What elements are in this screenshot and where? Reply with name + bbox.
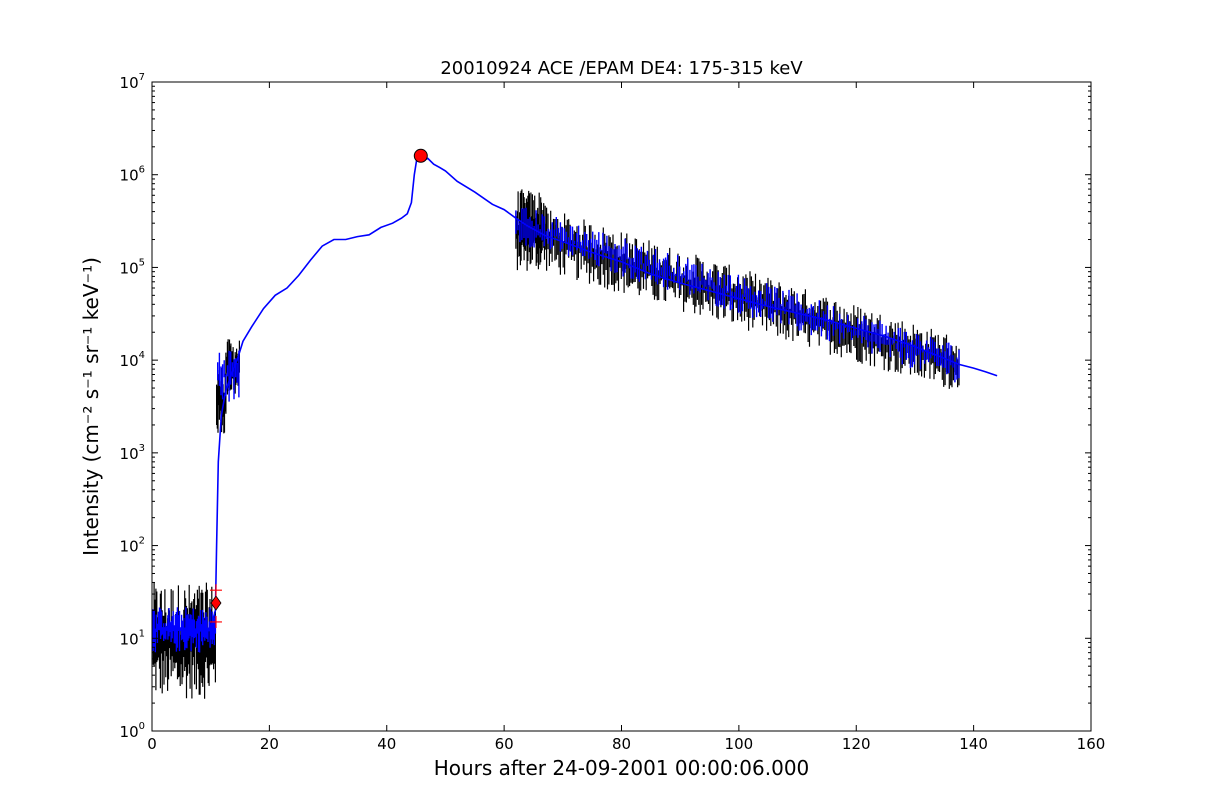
y-tick-label: 107: [120, 72, 145, 92]
onset-marker: [210, 595, 222, 611]
y-tick-base: 10: [120, 538, 139, 556]
x-axis-title: Hours after 24-09-2001 00:00:06.000: [434, 756, 810, 780]
y-tick-exponent: 3: [139, 443, 145, 454]
y-tick-exponent: 2: [139, 536, 145, 547]
chart-title: 20010924 ACE /EPAM DE4: 175-315 keV: [440, 58, 803, 79]
x-tick-label: 80: [612, 735, 631, 753]
y-tick-base: 10: [120, 630, 139, 648]
y-tick-exponent: 7: [139, 72, 145, 83]
y-tick-exponent: 5: [139, 257, 145, 268]
marker-layer: [209, 148, 428, 628]
y-tick-base: 10: [120, 445, 139, 463]
smoothed-data-layer: [151, 153, 998, 653]
y-tick-label: 100: [120, 721, 145, 741]
smoothed-data-jitter: [515, 207, 960, 383]
smoothed-data-jitter: [152, 607, 217, 653]
y-tick-base: 10: [120, 167, 139, 185]
y-tick-label: 102: [120, 536, 145, 556]
y-tick-label: 106: [120, 165, 145, 185]
onset-upper-marker: [209, 584, 222, 597]
x-axis-ticks: 0 20 40 60 80 100 120 140 160: [147, 82, 1105, 753]
y-tick-base: 10: [120, 74, 139, 92]
peak-marker: [413, 148, 428, 163]
smoothed-data-line: [151, 153, 998, 632]
smoothed-data-jitter: [217, 350, 240, 402]
y-tick-exponent: 6: [139, 165, 145, 176]
y-tick-base: 10: [120, 259, 139, 277]
x-tick-label: 140: [959, 735, 988, 753]
y-tick-label: 101: [120, 628, 145, 648]
x-tick-label: 100: [725, 735, 754, 753]
y-tick-base: 10: [120, 723, 139, 741]
y-tick-label: 103: [120, 443, 145, 463]
y-tick-exponent: 4: [139, 350, 145, 361]
y-tick-exponent: 1: [139, 628, 145, 639]
raw-data-layer: [152, 189, 960, 699]
x-tick-label: 60: [495, 735, 514, 753]
x-tick-label: 120: [842, 735, 871, 753]
onset-lower-marker: [209, 615, 222, 628]
y-tick-exponent: 0: [139, 721, 145, 732]
plot-frame: [151, 81, 1092, 732]
x-tick-label: 40: [377, 735, 396, 753]
x-tick-label: 20: [260, 735, 279, 753]
y-axis-title: Intensity (cm⁻² s⁻¹ sr⁻¹ keV⁻¹): [79, 257, 103, 556]
y-tick-label: 104: [120, 350, 145, 370]
y-tick-label: 105: [120, 257, 145, 277]
x-tick-label: 160: [1077, 735, 1106, 753]
x-tick-label: 0: [147, 735, 157, 753]
y-tick-base: 10: [120, 352, 139, 370]
